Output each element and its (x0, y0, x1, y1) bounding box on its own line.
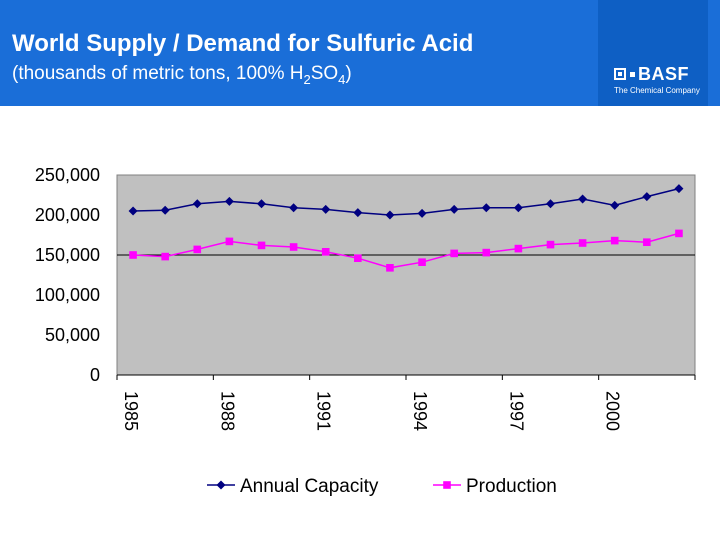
data-point-production (354, 254, 362, 262)
logo-tagline: The Chemical Company (614, 86, 700, 95)
data-point-capacity (289, 203, 299, 213)
data-point-production (418, 258, 426, 266)
y-tick-label: 50,000 (45, 325, 100, 345)
data-point-production (225, 237, 234, 246)
data-point-capacity (321, 204, 331, 214)
data-point-capacity (674, 184, 684, 194)
y-tick-label: 100,000 (35, 285, 100, 305)
data-point-capacity (353, 208, 363, 218)
legend-label-production: Production (466, 476, 557, 497)
subtitle-mid: SO (310, 63, 339, 84)
data-point-production (675, 229, 683, 238)
data-point-production (129, 251, 137, 259)
x-tick-label: 1997 (506, 391, 526, 431)
data-point-capacity (449, 204, 459, 214)
data-point-capacity (224, 196, 234, 206)
series-line-production (133, 232, 680, 269)
data-point-production (643, 238, 651, 246)
plot-area (116, 174, 696, 376)
logo-panel: BASF The Chemical Company (598, 0, 708, 106)
legend-label-capacity: Annual Capacity (240, 476, 379, 497)
data-point-capacity (257, 199, 266, 209)
slide-subtitle: (thousands of metric tons, 100% H2SO4) (12, 63, 352, 87)
data-point-capacity (481, 203, 491, 213)
slide-title: World Supply / Demand for Sulfuric Acid (12, 30, 474, 57)
data-point-capacity (192, 199, 202, 209)
legend-marker-production (443, 481, 451, 489)
data-point-capacity (160, 205, 170, 215)
y-tick-label: 200,000 (35, 205, 100, 225)
data-point-production (546, 240, 555, 249)
data-point-capacity (610, 200, 620, 210)
y-tick-label: 0 (90, 365, 100, 385)
subtitle-subscript-2: 2 (303, 71, 311, 87)
legend-marker-capacity (216, 480, 226, 490)
data-point-production (610, 236, 619, 245)
data-point-capacity (578, 194, 588, 204)
basf-logo: BASF The Chemical Company (614, 64, 700, 96)
supply-demand-chart: 0 50,000 100,000 150,000 200,000 250,000 1985 1… (35, 165, 696, 497)
data-point-capacity (546, 199, 555, 209)
x-tick-label: 1985 (121, 391, 141, 431)
data-point-production (482, 248, 491, 257)
data-point-production (578, 239, 587, 247)
data-point-production (257, 241, 266, 250)
data-point-capacity (417, 208, 427, 218)
data-point-capacity (385, 210, 395, 220)
logo-wordmark: BASF (638, 64, 689, 84)
data-point-production (193, 245, 202, 254)
x-tick-label: 1988 (217, 391, 237, 431)
data-point-production (289, 243, 298, 251)
x-tick-label: 2000 (603, 391, 623, 431)
data-point-capacity (513, 203, 523, 213)
data-point-capacity (128, 206, 138, 216)
data-point-production (450, 249, 458, 258)
data-point-capacity (642, 192, 652, 202)
subtitle-suffix: ) (345, 63, 352, 84)
data-point-production (161, 252, 169, 261)
data-point-production (321, 248, 330, 256)
x-tick-label: 1994 (410, 391, 430, 431)
x-tick-label: 1991 (314, 391, 334, 431)
basf-square-icon (614, 68, 626, 80)
data-point-production (514, 244, 523, 253)
y-tick-label: 150,000 (35, 245, 100, 265)
basf-dot-icon (630, 72, 635, 77)
subtitle-prefix: (thousands of metric tons, 100% H (12, 63, 304, 84)
subtitle-subscript-4: 4 (338, 71, 346, 87)
data-point-production (386, 264, 394, 272)
y-tick-label: 250,000 (35, 165, 100, 185)
series-line-capacity (133, 187, 680, 216)
